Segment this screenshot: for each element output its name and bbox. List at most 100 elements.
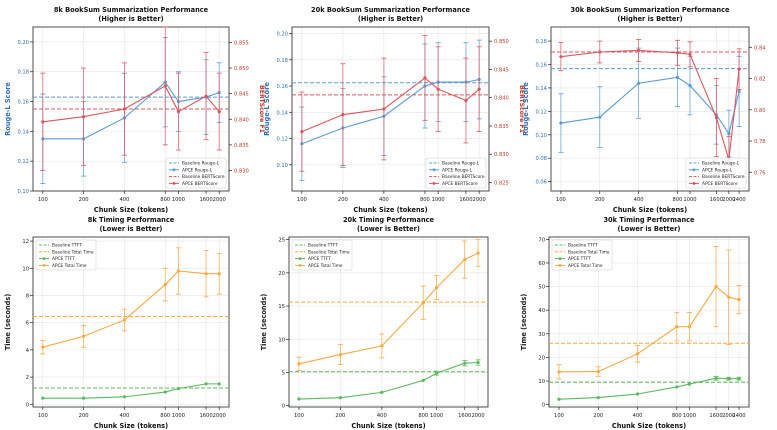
legend-entry: APCE TTFT xyxy=(568,256,591,262)
legend-marker xyxy=(558,257,562,260)
y2-tick-label: 0.78 xyxy=(754,139,766,145)
y-tick-label: 6 xyxy=(26,321,29,327)
y2-tick-label: 0.76 xyxy=(754,170,766,176)
y2-tick-label: 0.80 xyxy=(754,108,766,114)
x-tick-label: 800 xyxy=(160,197,170,203)
y2-tick-label: 0.850 xyxy=(494,39,509,45)
legend-entry: APCE Total Time xyxy=(52,263,87,269)
legend-entry: Baseline BERTScore xyxy=(442,174,485,180)
x-tick-label: 2000 xyxy=(722,197,735,203)
data-point xyxy=(598,115,602,119)
y-tick-label: 0.12 xyxy=(17,159,29,165)
x-tick-label: 1000 xyxy=(683,197,696,203)
series-apce-total-time xyxy=(556,246,742,380)
legend-entry: Baseline Total Time xyxy=(308,249,350,255)
legend-marker xyxy=(692,182,696,185)
series-apce-ttft xyxy=(41,382,221,400)
x-tick-label: 2400 xyxy=(732,197,745,203)
data-point xyxy=(421,301,425,305)
y2-tick-label: 0.840 xyxy=(494,96,509,102)
x-axis-label: Chunk Size (tokens) xyxy=(612,422,686,430)
data-point xyxy=(688,52,692,56)
y2-tick-label: 0.845 xyxy=(494,67,509,73)
y-tick-label: 0 xyxy=(26,402,29,408)
y-tick-label: 0 xyxy=(542,403,545,409)
series-line xyxy=(301,78,480,145)
data-point xyxy=(557,397,561,401)
data-point xyxy=(435,371,439,375)
data-point xyxy=(687,382,692,386)
legend-entry: APCE BERTScore xyxy=(182,181,218,187)
x-tick-label: 400 xyxy=(633,413,643,419)
series-apce-ttft xyxy=(557,375,742,401)
data-point xyxy=(687,325,692,329)
series-apce-bertscore xyxy=(558,39,742,184)
plot-frame xyxy=(288,236,489,408)
x-tick-label: 800 xyxy=(420,197,430,203)
legend-box xyxy=(165,157,227,189)
y-tick-label: 12 xyxy=(22,239,29,245)
chart-subtitle: (Higher is Better) xyxy=(617,15,682,23)
data-point xyxy=(297,362,301,366)
data-point xyxy=(341,113,345,117)
data-point xyxy=(476,360,480,365)
legend-entry: Baseline TTFT xyxy=(308,243,338,249)
data-point xyxy=(436,87,440,91)
x-axis-label: Chunk Size (tokens) xyxy=(353,206,427,214)
x-tick-label: 800 xyxy=(672,413,682,419)
x-tick-label: 400 xyxy=(119,197,129,203)
data-point xyxy=(82,115,86,119)
y2-tick-label: 0.855 xyxy=(234,40,249,46)
y-tick-label: 0.10 xyxy=(17,189,29,195)
x-tick-label: 100 xyxy=(556,197,566,203)
legend-box xyxy=(425,157,487,189)
chart-subtitle: (Lower is Better) xyxy=(618,225,681,233)
series-apce-bertscore xyxy=(299,35,482,172)
data-point xyxy=(727,377,731,381)
y2-tick-label: 0.82 xyxy=(754,77,766,83)
chart-panel-2: 0.10 0.12 0.14 0.16 0.18 0.20 0.825 0.830 0.835 0… xyxy=(263,6,525,214)
data-point xyxy=(635,392,640,396)
chart-subtitle: (Lower is Better) xyxy=(357,225,420,233)
legend-marker xyxy=(298,257,302,260)
series-line xyxy=(560,76,740,135)
legend-entry: Baseline TTFT xyxy=(568,243,598,249)
series-line xyxy=(42,383,220,399)
y-tick-label: 8 xyxy=(26,293,29,299)
x-tick-label: 200 xyxy=(593,413,603,419)
y-tick-label: 40 xyxy=(538,308,545,314)
data-point xyxy=(675,385,679,389)
data-point xyxy=(421,378,425,383)
data-point xyxy=(176,109,180,114)
y-tick-label: 0.14 xyxy=(276,110,288,116)
y2-tick-label: 0.835 xyxy=(234,143,249,149)
y-axis-label: Rouge-L Score xyxy=(4,82,12,136)
legend-entry: APCE BERTScore xyxy=(702,181,738,187)
chart-title: 20k BookSum Summarization Performance xyxy=(311,6,470,14)
x-tick-label: 400 xyxy=(119,413,129,419)
series-line xyxy=(42,85,220,123)
data-point xyxy=(675,51,680,55)
x-axis-label: Chunk Size (tokens) xyxy=(94,422,168,430)
data-point xyxy=(463,257,467,262)
data-point xyxy=(637,48,641,53)
legend-entry: Baseline Rouge-L xyxy=(702,161,740,167)
data-point xyxy=(596,369,600,374)
x-axis-label: Chunk Size (tokens) xyxy=(94,206,168,214)
series-line xyxy=(298,361,479,400)
legend-entry: APCE Total Time xyxy=(308,263,343,269)
y-tick-label: 0.18 xyxy=(535,39,547,45)
series-line xyxy=(42,270,220,348)
legend-entry: Baseline BERTScore xyxy=(182,174,225,180)
data-point xyxy=(557,370,561,374)
x-tick-label: 1000 xyxy=(683,413,696,419)
data-point xyxy=(41,120,45,124)
x-tick-label: 1000 xyxy=(432,197,445,203)
legend-box xyxy=(685,157,747,189)
legend-entry: APCE Rouge-L xyxy=(442,167,473,173)
y-tick-label: 0.10 xyxy=(535,133,547,139)
chart-subtitle: (Higher is Better) xyxy=(98,15,163,23)
